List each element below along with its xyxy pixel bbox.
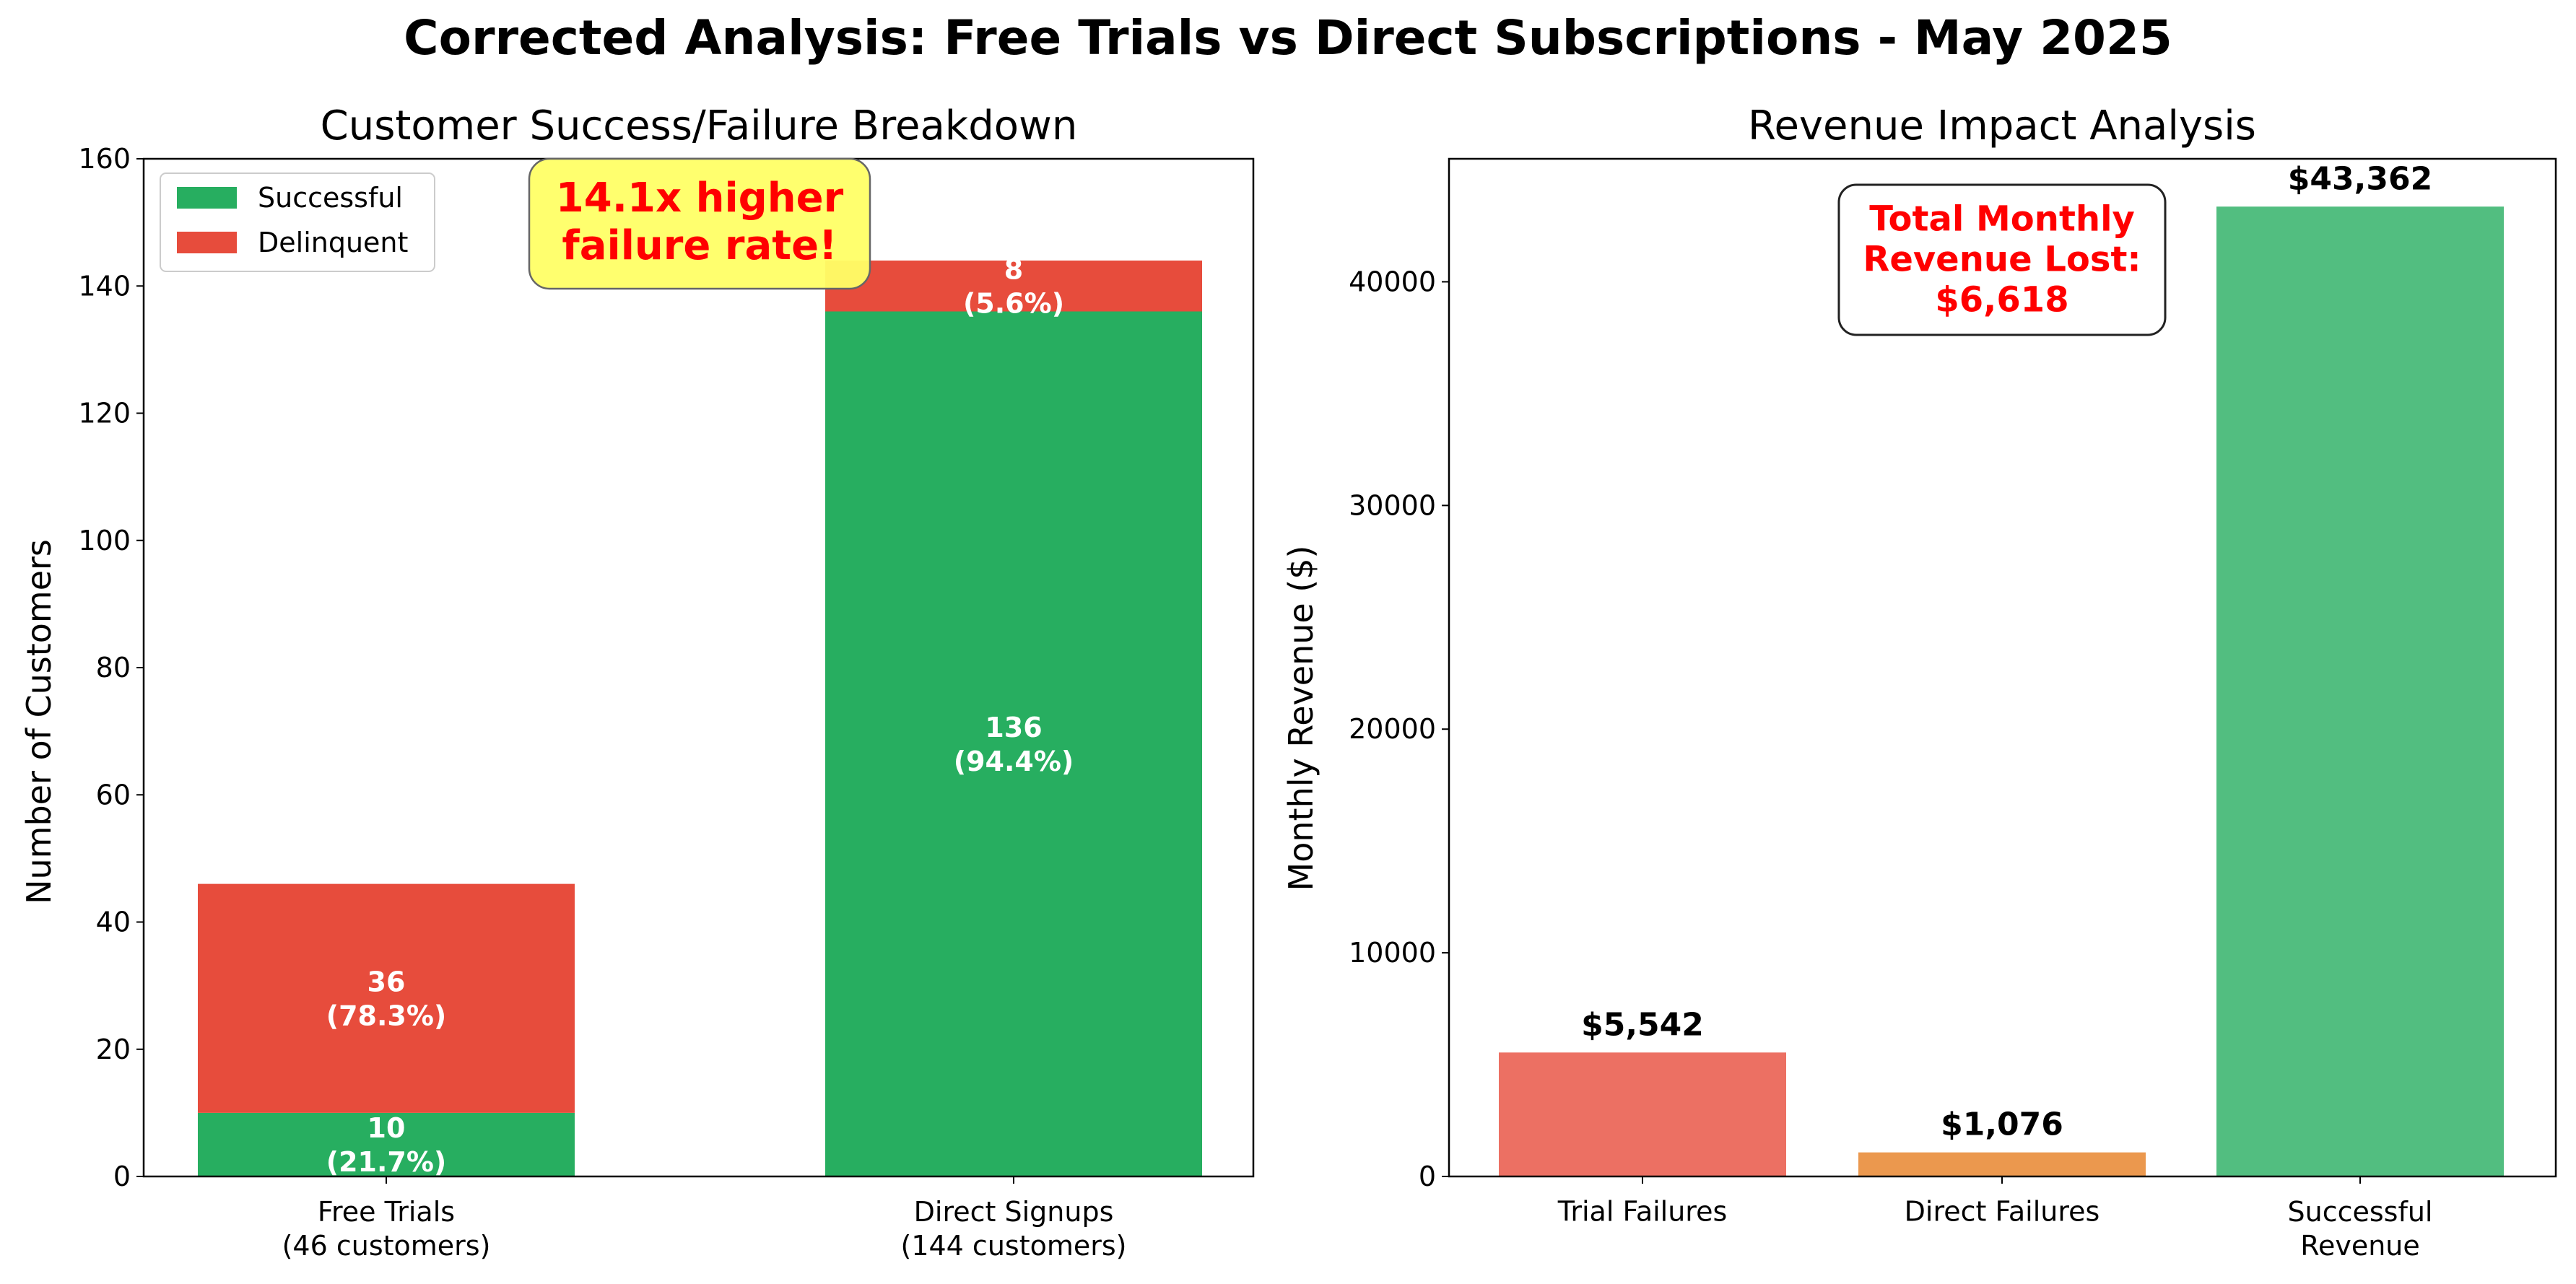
revenue-bar-2 [2216, 206, 2504, 1176]
x-tick-label-0: Trial Failures [1557, 1196, 1728, 1228]
revenue-impact-chart: Revenue Impact Analysis Monthly Revenue … [1282, 102, 2557, 1262]
y-tick-label: 20 [96, 1034, 131, 1065]
y-tick-label: 60 [96, 779, 131, 811]
y-tick-label: 30000 [1349, 489, 1436, 521]
annotation-text: Total Monthly Revenue Lost: $6,618 [1863, 198, 2141, 320]
x-tick-label-2: Successful Revenue [2288, 1196, 2433, 1262]
y-tick-label: 160 [78, 143, 131, 175]
revenue-value-label-1: $1,076 [1941, 1106, 2063, 1143]
bar-delinquent-1 [825, 261, 1202, 312]
bar-label-successful-0: 10 (21.7%) [326, 1112, 447, 1178]
annotation-text: 14.1x higher failure rate! [556, 175, 844, 269]
legend-swatch-delinquent [177, 232, 237, 253]
y-tick-label: 140 [78, 270, 131, 302]
bar-successful-1 [825, 311, 1202, 1176]
customer-breakdown-chart: Customer Success/Failure Breakdown Numbe… [19, 102, 1255, 1262]
left-chart-title: Customer Success/Failure Breakdown [321, 102, 1078, 149]
y-tick-label: 0 [1419, 1161, 1436, 1192]
bar-successful-0 [198, 1112, 575, 1176]
bar-label-successful-1: 136 (94.4%) [954, 712, 1074, 777]
left-legend: Successful Delinquent [160, 172, 435, 272]
revenue-bar-0 [1499, 1052, 1786, 1176]
legend-label-delinquent: Delinquent [258, 227, 408, 258]
y-tick-label: 100 [78, 525, 131, 556]
right-chart-title: Revenue Impact Analysis [1748, 102, 2256, 149]
y-tick-label: 40 [96, 907, 131, 938]
y-tick-label: 20000 [1349, 713, 1436, 745]
revenue-value-label-2: $43,362 [2288, 160, 2432, 197]
legend-swatch-successful [177, 187, 237, 209]
y-tick-label: 10000 [1349, 937, 1436, 969]
x-tick-label-1: Direct Signups (144 customers) [901, 1196, 1127, 1262]
failure-rate-annotation: 14.1x higher failure rate! [528, 157, 871, 290]
annotation-box [528, 157, 871, 290]
y-tick-label: 0 [113, 1161, 131, 1192]
revenue-bar-1 [1858, 1152, 2146, 1176]
y-tick-label: 40000 [1349, 266, 1436, 297]
bar-label-delinquent-0: 36 (78.3%) [326, 966, 447, 1031]
left-plot-area: 10 (21.7%) 36 (78.3%) Free Trials (46 custome… [78, 143, 1255, 1262]
right-plot-area: $5,542 Trial Failures $1,076 Direct Failure… [1349, 157, 2557, 1262]
annotation-box [1837, 183, 2167, 336]
y-tick-label: 120 [78, 398, 131, 429]
right-y-axis-label: Monthly Revenue ($) [1282, 546, 1320, 891]
revenue-value-label-0: $5,542 [1581, 1006, 1704, 1043]
left-y-axis-label: Number of Customers [19, 539, 58, 904]
legend-label-successful: Successful [258, 182, 403, 214]
y-tick-label: 80 [96, 652, 131, 684]
bar-label-delinquent-1: 8 (5.6%) [963, 253, 1064, 319]
bar-delinquent-0 [198, 883, 575, 1113]
x-tick-label-0: Free Trials (46 customers) [282, 1196, 491, 1262]
x-tick-label-1: Direct Failures [1905, 1196, 2100, 1228]
revenue-lost-annotation: Total Monthly Revenue Lost: $6,618 [1837, 183, 2167, 336]
right-axes-frame [1448, 157, 2557, 1178]
figure-suptitle: Corrected Analysis: Free Trials vs Direc… [404, 10, 2172, 66]
